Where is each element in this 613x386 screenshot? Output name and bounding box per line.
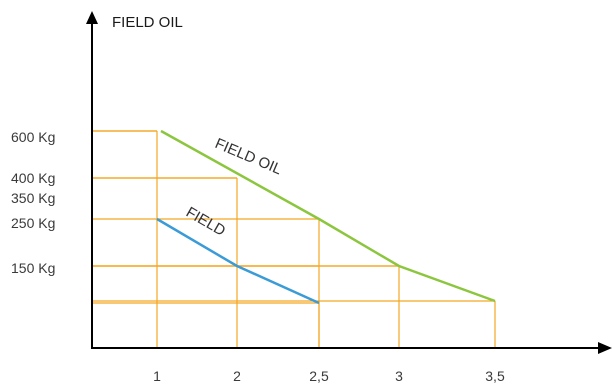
series-line-field xyxy=(156,217,320,305)
y-tick-label: 250 Kg xyxy=(11,215,55,231)
x-tick-label: 2,5 xyxy=(309,368,329,384)
x-tick-label: 3,5 xyxy=(485,368,505,384)
series-label-field-oil: FIELD OIL xyxy=(212,135,284,178)
x-tick-label: 2 xyxy=(233,368,241,384)
series-line-field-oil xyxy=(160,129,496,303)
y-tick-label: 600 Kg xyxy=(11,129,55,145)
y-axis-title: FIELD OIL xyxy=(112,14,183,31)
y-tick-label: 150 Kg xyxy=(11,260,55,276)
y-tick-label: 350 Kg xyxy=(11,190,55,206)
series-lines xyxy=(156,129,496,305)
x-tick-label: 3 xyxy=(395,368,403,384)
guide-lines xyxy=(92,130,496,348)
y-tick-labels: 600 Kg 400 Kg 350 Kg 250 Kg 150 Kg xyxy=(11,129,55,276)
y-axis-arrow-icon xyxy=(86,11,98,24)
axes xyxy=(86,11,612,354)
series-label-field: FIELD xyxy=(183,204,228,240)
y-tick-label: 400 Kg xyxy=(11,170,55,186)
x-axis-arrow-icon xyxy=(598,342,612,354)
x-tick-labels: 1 2 2,5 3 3,5 xyxy=(153,368,505,384)
x-tick-label: 1 xyxy=(153,368,161,384)
